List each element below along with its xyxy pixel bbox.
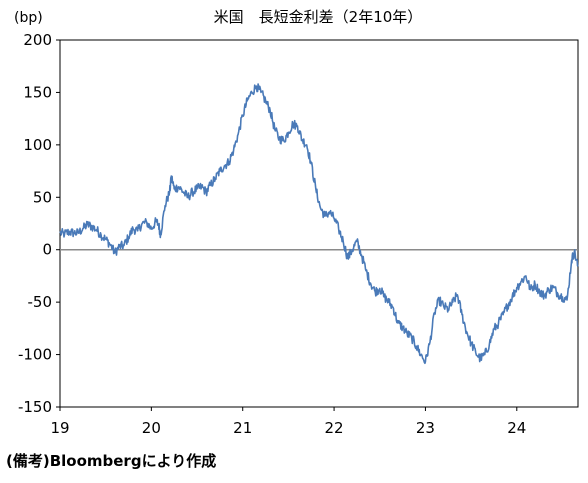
x-tick-label: 21 <box>233 419 252 437</box>
x-tick-label: 22 <box>325 419 344 437</box>
chart-title: 米国 長短金利差（2年10年） <box>214 8 423 26</box>
x-tick-label: 23 <box>416 419 435 437</box>
y-tick-label: 150 <box>23 83 52 101</box>
x-tick-label: 19 <box>50 419 69 437</box>
y-tick-label: 200 <box>23 31 52 49</box>
series-line-0 <box>59 83 579 365</box>
y-tick-label: 0 <box>42 241 52 259</box>
x-tick-label: 24 <box>507 419 526 437</box>
y-tick-label: 50 <box>33 188 52 206</box>
y-tick-label: -150 <box>18 398 52 416</box>
y-tick-label: 100 <box>23 136 52 154</box>
y-tick-label: -50 <box>28 293 53 311</box>
source-note: (備考)Bloombergにより作成 <box>6 452 216 470</box>
plot-frame <box>59 39 579 408</box>
y-axis-unit-label: (bp) <box>14 10 43 26</box>
y-tick-label: -100 <box>18 346 52 364</box>
x-tick-label: 20 <box>142 419 161 437</box>
